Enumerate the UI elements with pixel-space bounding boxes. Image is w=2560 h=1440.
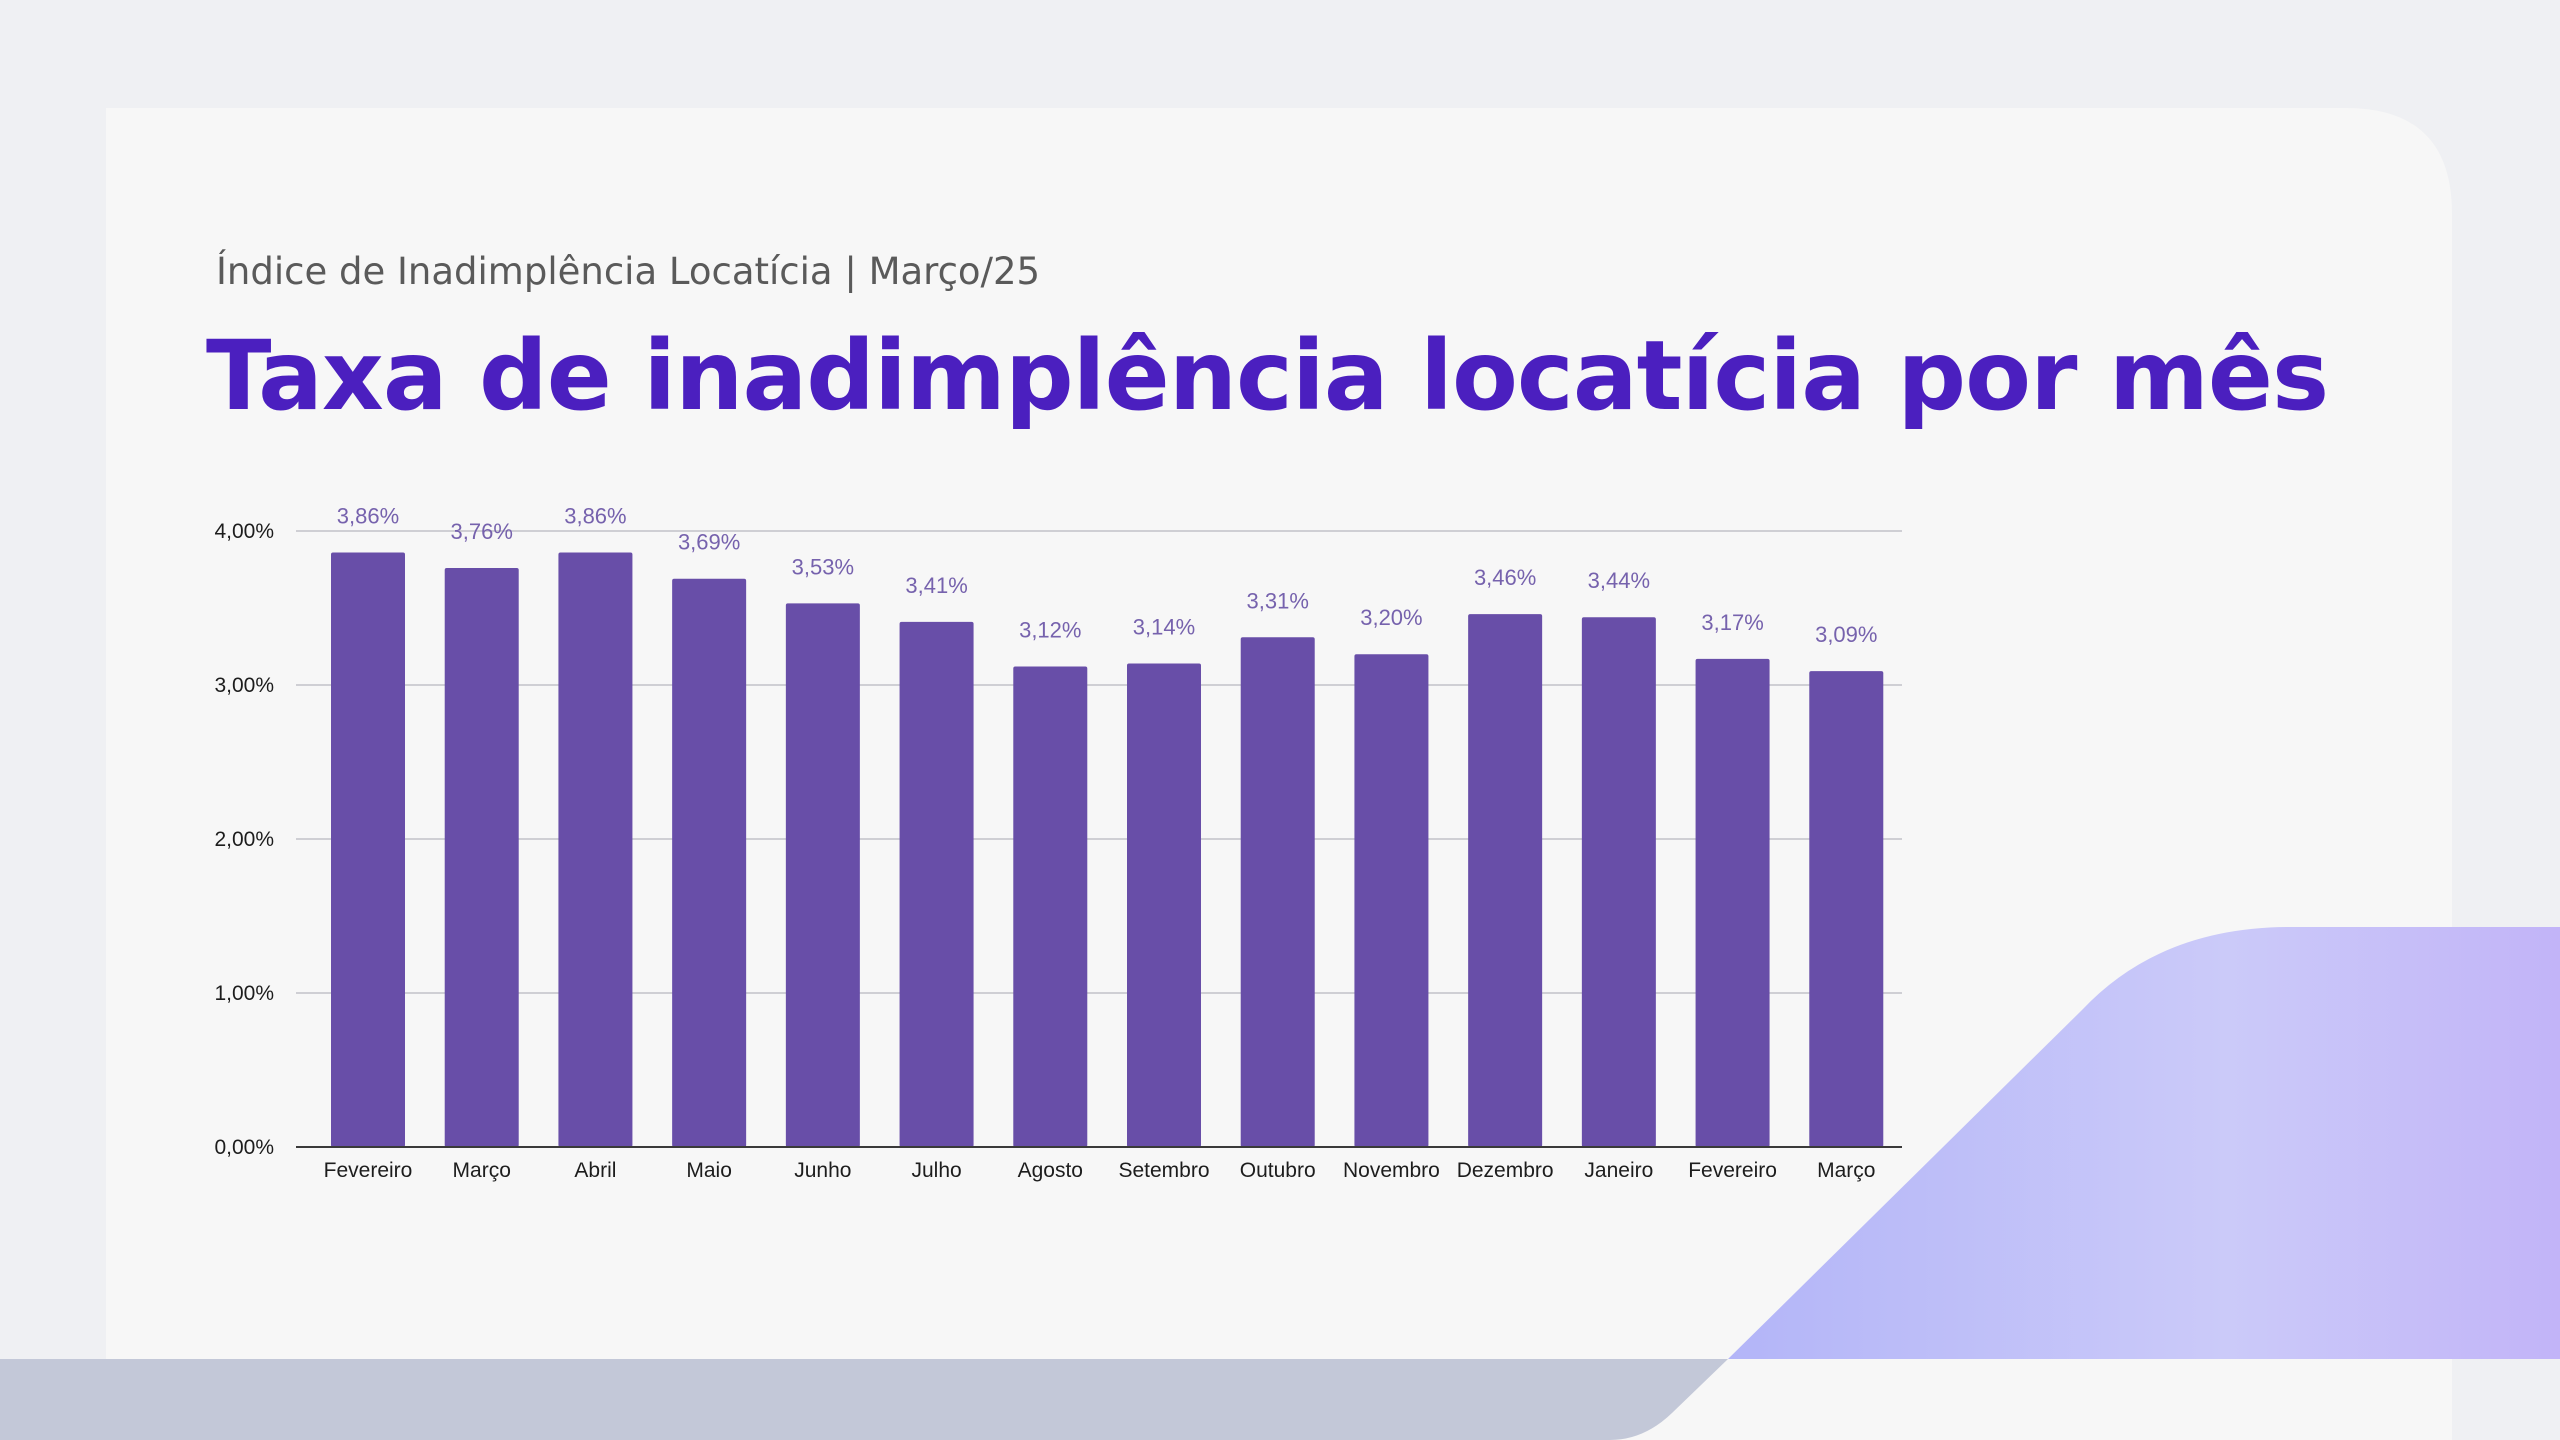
bar bbox=[331, 552, 405, 1147]
category-label: Junho bbox=[794, 1159, 851, 1182]
category-label: Maio bbox=[686, 1159, 732, 1182]
value-label: 3,69% bbox=[678, 530, 740, 555]
bar bbox=[899, 621, 974, 1147]
gridlines bbox=[296, 530, 1902, 994]
category-label: Outubro bbox=[1240, 1159, 1316, 1182]
value-label: 3,17% bbox=[1701, 610, 1763, 635]
bar bbox=[1581, 617, 1656, 1147]
bar bbox=[785, 603, 860, 1147]
value-label: 3,86% bbox=[564, 504, 626, 529]
value-label: 3,53% bbox=[792, 554, 854, 579]
value-label: 3,20% bbox=[1360, 605, 1422, 630]
value-label: 3,09% bbox=[1815, 622, 1877, 647]
y-tick-label: 1,00% bbox=[214, 982, 274, 1005]
y-axis-ticks: 0,00% 1,00% 2,00% 3,00% 4,00% bbox=[214, 520, 274, 1159]
value-label: 3,14% bbox=[1133, 614, 1195, 639]
value-label: 3,41% bbox=[905, 573, 967, 598]
value-label: 3,31% bbox=[1247, 588, 1309, 613]
page-title: Taxa de inadimplência locatícia por mês bbox=[206, 320, 2329, 432]
bar bbox=[1240, 637, 1315, 1147]
bar bbox=[558, 552, 633, 1147]
bar bbox=[1468, 614, 1543, 1147]
category-label: Agosto bbox=[1018, 1159, 1083, 1182]
bar-chart: 0,00%1,00%2,00%3,00%4,00% 3,86%3,76%3,86… bbox=[214, 504, 1902, 1182]
bar bbox=[1695, 658, 1770, 1147]
value-label: 3,12% bbox=[1019, 618, 1081, 643]
bar bbox=[1013, 666, 1088, 1147]
bar bbox=[672, 578, 747, 1147]
x-axis-labels: Fevereiro Março Abril Maio Junho Julho Agosto S… bbox=[324, 1159, 1876, 1182]
value-labels: 3,86% 3,76% 3,86% 3,69% 3,53% 3,41% 3,12% 3,14%… bbox=[337, 504, 1878, 648]
category-label: Fevereiro bbox=[324, 1159, 413, 1182]
value-label: 3,44% bbox=[1588, 568, 1650, 593]
value-label: 3,86% bbox=[337, 504, 399, 529]
category-label: Dezembro bbox=[1457, 1159, 1554, 1182]
bar bbox=[1127, 663, 1201, 1147]
bar bbox=[1809, 671, 1884, 1147]
category-label: Novembro bbox=[1343, 1159, 1440, 1182]
category-label: Fevereiro bbox=[1688, 1159, 1777, 1182]
footer-band bbox=[0, 1359, 1728, 1440]
y-tick-label: 4,00% bbox=[214, 520, 274, 543]
category-label: Março bbox=[1817, 1159, 1875, 1182]
category-label: Julho bbox=[911, 1159, 961, 1182]
value-label: 3,76% bbox=[451, 519, 513, 544]
accent-shape bbox=[1728, 927, 2560, 1359]
y-tick-label: 3,00% bbox=[214, 674, 274, 697]
category-label: Março bbox=[453, 1159, 511, 1182]
report-subtitle: Índice de Inadimplência Locatícia | Març… bbox=[216, 250, 1041, 293]
value-label: 3,46% bbox=[1474, 565, 1536, 590]
bars bbox=[331, 552, 1884, 1147]
category-label: Setembro bbox=[1118, 1159, 1209, 1182]
y-tick-label: 2,00% bbox=[214, 828, 274, 851]
y-tick-label: 0,00% bbox=[214, 1136, 274, 1159]
bar bbox=[444, 567, 519, 1147]
category-label: Janeiro bbox=[1584, 1159, 1653, 1182]
bar bbox=[1354, 654, 1429, 1147]
category-label: Abril bbox=[574, 1159, 616, 1182]
